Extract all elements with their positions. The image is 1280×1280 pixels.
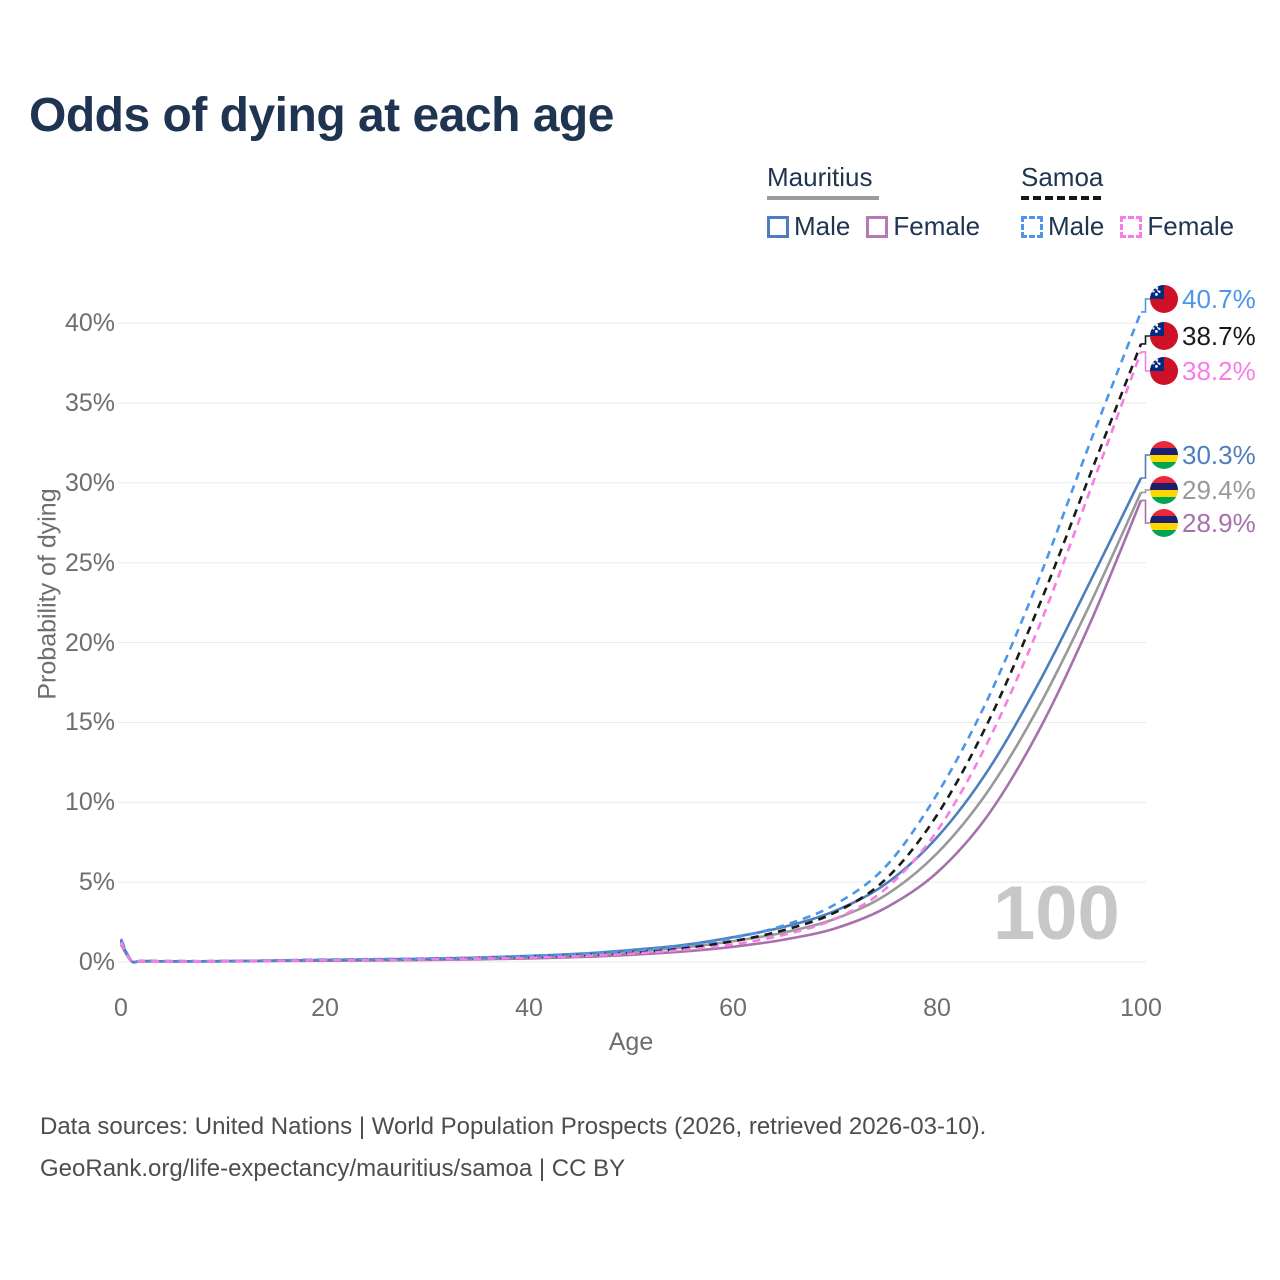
end-label-connector-mauritius-female: [1141, 499, 1150, 524]
samoa-dashed-line-swatch: [1021, 196, 1101, 200]
footer-attribution: GeoRank.org/life-expectancy/mauritius/sa…: [40, 1155, 626, 1182]
y-tick-5: 5%: [78, 868, 115, 896]
series-line-samoa-both-sexes: [119, 343, 1143, 964]
legend-item-mauritius-male: Male: [767, 211, 850, 242]
legend-item-mauritius-female: Female: [866, 211, 980, 242]
x-tick-100: 100: [1120, 994, 1162, 1022]
end-label-connector-mauritius-both-sexes: [1141, 489, 1150, 494]
end-label-samoa-male: 40.7%: [1182, 284, 1256, 314]
samoa-flag-icon: [1150, 285, 1178, 313]
end-label-connector-samoa-both-sexes: [1141, 335, 1150, 345]
series-line-samoa-male: [119, 311, 1143, 964]
mauritius-flag-icon: [1150, 441, 1178, 469]
end-label-mauritius-female: 28.9%: [1182, 508, 1256, 538]
x-tick-40: 40: [515, 994, 543, 1022]
y-tick-30: 30%: [64, 469, 115, 497]
y-tick-10: 10%: [64, 788, 115, 816]
mauritius-male-swatch-icon: [767, 215, 789, 238]
y-tick-40: 40%: [64, 309, 115, 337]
x-axis-title: Age: [608, 1028, 654, 1056]
legend-group-samoa: Samoa Male Female: [1021, 162, 1234, 242]
x-tick-60: 60: [719, 994, 747, 1022]
samoa-flag-icon: [1150, 357, 1178, 385]
end-label-connector-mauritius-male: [1141, 454, 1150, 479]
legend-label-mauritius-male: Male: [794, 211, 851, 241]
y-tick-20: 20%: [64, 629, 115, 657]
y-tick-35: 35%: [64, 389, 115, 417]
x-tick-0: 0: [114, 994, 128, 1022]
y-tick-15: 15%: [64, 708, 115, 736]
legend-label-mauritius-female: Female: [893, 211, 981, 241]
legend-label-samoa-male: Male: [1048, 211, 1105, 241]
end-label-connector-samoa-female: [1141, 351, 1150, 372]
end-label-connector-samoa-male: [1141, 298, 1150, 313]
footer: Data sources: United Nations | World Pop…: [40, 1106, 986, 1190]
end-label-mauritius-male: 30.3%: [1182, 440, 1256, 470]
end-label-samoa-female: 38.2%: [1182, 356, 1256, 386]
mauritius-female-swatch-icon: [866, 215, 889, 238]
legend-item-samoa-female: Female: [1120, 211, 1234, 242]
mauritius-flag-icon: [1150, 476, 1178, 504]
mauritius-flag-icon: [1150, 509, 1178, 537]
page-title: Odds of dying at each age: [29, 89, 614, 142]
series-line-samoa-female: [119, 351, 1143, 964]
end-label-samoa-both-sexes: 38.7%: [1182, 321, 1256, 351]
y-tick-0: 0%: [78, 948, 115, 976]
end-label-mauritius-both-sexes: 29.4%: [1182, 475, 1256, 505]
legend-country-samoa: Samoa: [1021, 162, 1104, 192]
samoa-male-swatch-icon: [1021, 215, 1043, 238]
legend-label-samoa-female: Female: [1147, 211, 1235, 241]
footer-data-sources: Data sources: United Nations | World Pop…: [40, 1113, 987, 1140]
legend-item-samoa-male: Male: [1021, 211, 1104, 242]
gridlines: [118, 322, 1146, 963]
mauritius-solid-line-swatch: [767, 196, 879, 200]
samoa-flag-icon: [1150, 322, 1178, 350]
legend-country-mauritius: Mauritius: [767, 162, 873, 192]
series-line-mauritius-female: [119, 499, 1143, 964]
y-tick-25: 25%: [64, 549, 115, 577]
x-tick-20: 20: [311, 994, 339, 1022]
y-axis-title: Probability of dying: [33, 488, 62, 700]
legend-group-mauritius: Mauritius Male Female: [767, 162, 980, 242]
samoa-female-swatch-icon: [1120, 215, 1143, 238]
age-watermark: 100: [993, 871, 1120, 956]
x-tick-80: 80: [923, 994, 951, 1022]
